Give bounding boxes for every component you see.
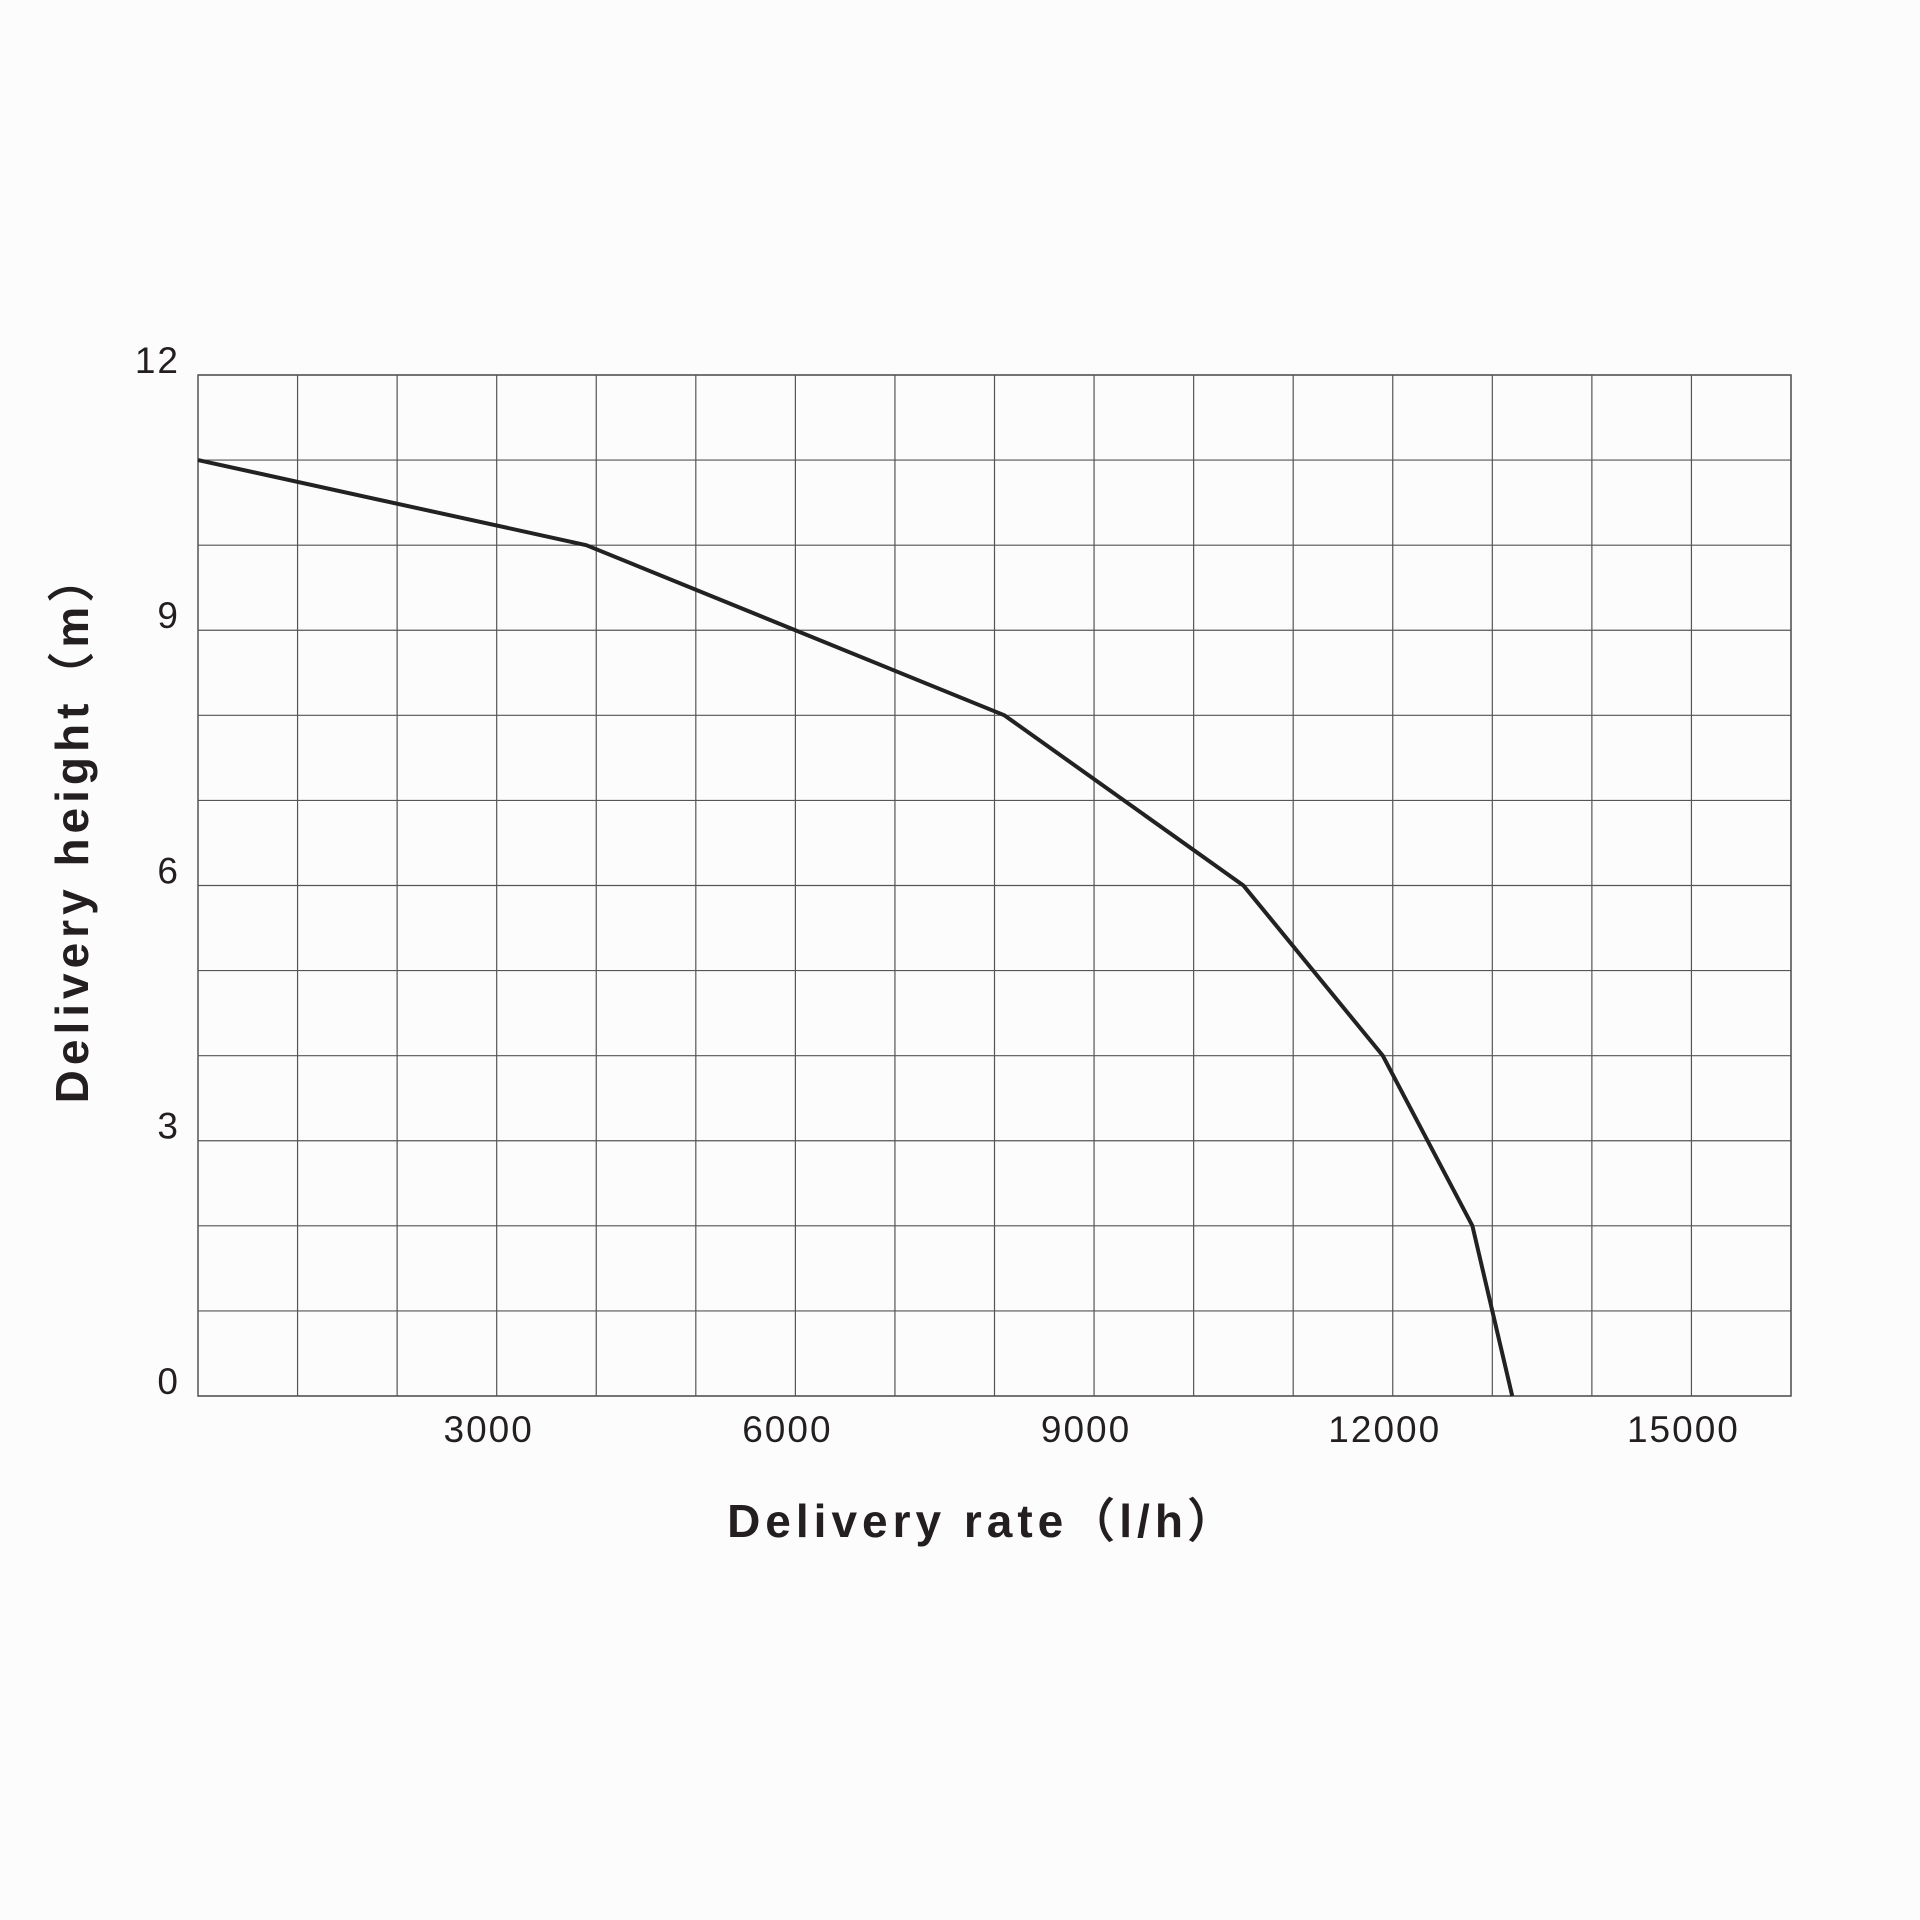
x-tick-label: 6000 [742, 1409, 832, 1450]
y-tick-label: 12 [135, 340, 180, 381]
y-tick-label: 3 [157, 1106, 180, 1147]
x-axis-title: Delivery rate（l/h） [727, 1495, 1239, 1547]
plot-border [197, 374, 1792, 1397]
x-tick-label: 12000 [1328, 1409, 1441, 1450]
x-tick-label: 9000 [1041, 1409, 1131, 1450]
y-tick-label: 0 [157, 1361, 180, 1402]
y-axis-title: Delivery height（m） [46, 551, 98, 1104]
y-tick-label: 6 [157, 850, 180, 891]
x-tick-label: 3000 [444, 1409, 534, 1450]
data-line [197, 458, 1515, 1397]
y-tick-label: 9 [157, 595, 180, 636]
x-tick-label: 15000 [1627, 1409, 1740, 1450]
